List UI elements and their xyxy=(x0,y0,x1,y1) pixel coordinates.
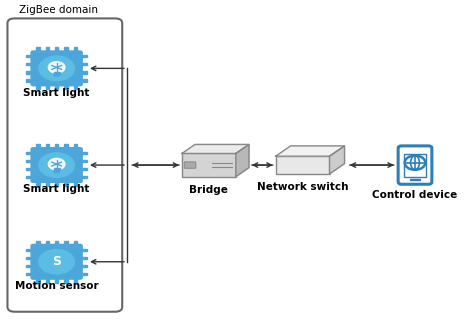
Bar xyxy=(80,71,87,73)
Bar xyxy=(80,55,87,58)
Bar xyxy=(410,179,420,180)
Polygon shape xyxy=(329,146,345,174)
Polygon shape xyxy=(182,144,249,153)
Bar xyxy=(74,85,77,89)
Bar xyxy=(26,265,33,267)
Bar xyxy=(26,71,33,73)
Polygon shape xyxy=(54,75,60,76)
Bar xyxy=(64,278,68,283)
Circle shape xyxy=(39,153,74,177)
Bar xyxy=(64,47,68,52)
Bar xyxy=(26,152,33,154)
FancyBboxPatch shape xyxy=(184,162,196,168)
Bar xyxy=(182,153,236,177)
Text: Bridge: Bridge xyxy=(190,185,228,195)
Bar xyxy=(26,176,33,178)
FancyBboxPatch shape xyxy=(30,244,83,280)
FancyBboxPatch shape xyxy=(30,147,83,183)
Bar xyxy=(46,241,49,246)
Bar xyxy=(36,278,39,283)
Text: Smart light: Smart light xyxy=(23,88,90,98)
Bar xyxy=(74,144,77,149)
Text: Network switch: Network switch xyxy=(257,182,348,192)
Bar xyxy=(55,241,58,246)
Bar xyxy=(36,181,39,186)
Circle shape xyxy=(39,56,74,81)
Bar xyxy=(64,241,68,246)
Bar xyxy=(276,156,329,174)
Bar xyxy=(80,79,87,82)
Bar xyxy=(80,248,87,251)
Bar xyxy=(80,152,87,154)
Bar xyxy=(55,278,58,283)
FancyBboxPatch shape xyxy=(404,154,426,177)
Polygon shape xyxy=(276,146,345,156)
Bar xyxy=(46,47,49,52)
Bar xyxy=(64,181,68,186)
Bar xyxy=(74,47,77,52)
Bar xyxy=(80,160,87,162)
Polygon shape xyxy=(236,144,249,177)
Bar xyxy=(46,144,49,149)
Bar xyxy=(26,257,33,259)
Circle shape xyxy=(39,249,74,274)
Bar xyxy=(26,79,33,82)
Polygon shape xyxy=(54,171,60,173)
FancyBboxPatch shape xyxy=(398,146,432,184)
Bar xyxy=(80,176,87,178)
Text: Smart light: Smart light xyxy=(23,185,90,194)
Bar xyxy=(54,168,60,170)
Bar xyxy=(36,144,39,149)
Bar xyxy=(26,55,33,58)
Bar xyxy=(26,248,33,251)
Bar xyxy=(74,278,77,283)
Bar xyxy=(36,85,39,89)
Bar xyxy=(64,85,68,89)
Bar xyxy=(74,241,77,246)
Bar xyxy=(55,47,58,52)
Bar xyxy=(26,63,33,65)
Text: S: S xyxy=(52,255,61,268)
Bar xyxy=(74,181,77,186)
Text: Motion sensor: Motion sensor xyxy=(15,281,99,291)
Bar xyxy=(36,241,39,246)
Circle shape xyxy=(48,62,65,73)
Text: Control device: Control device xyxy=(373,190,457,200)
Bar xyxy=(46,85,49,89)
Bar xyxy=(54,72,60,74)
Bar xyxy=(80,257,87,259)
FancyBboxPatch shape xyxy=(30,50,83,87)
Bar xyxy=(26,168,33,170)
Bar xyxy=(80,273,87,275)
Bar xyxy=(26,160,33,162)
Bar xyxy=(36,47,39,52)
Bar xyxy=(80,63,87,65)
Bar xyxy=(80,265,87,267)
Bar xyxy=(55,181,58,186)
Bar xyxy=(26,273,33,275)
Bar xyxy=(46,181,49,186)
Bar xyxy=(55,144,58,149)
Bar xyxy=(46,278,49,283)
Bar xyxy=(80,168,87,170)
Circle shape xyxy=(48,158,65,170)
Bar xyxy=(55,85,58,89)
Text: ZigBee domain: ZigBee domain xyxy=(19,5,98,15)
Bar xyxy=(64,144,68,149)
